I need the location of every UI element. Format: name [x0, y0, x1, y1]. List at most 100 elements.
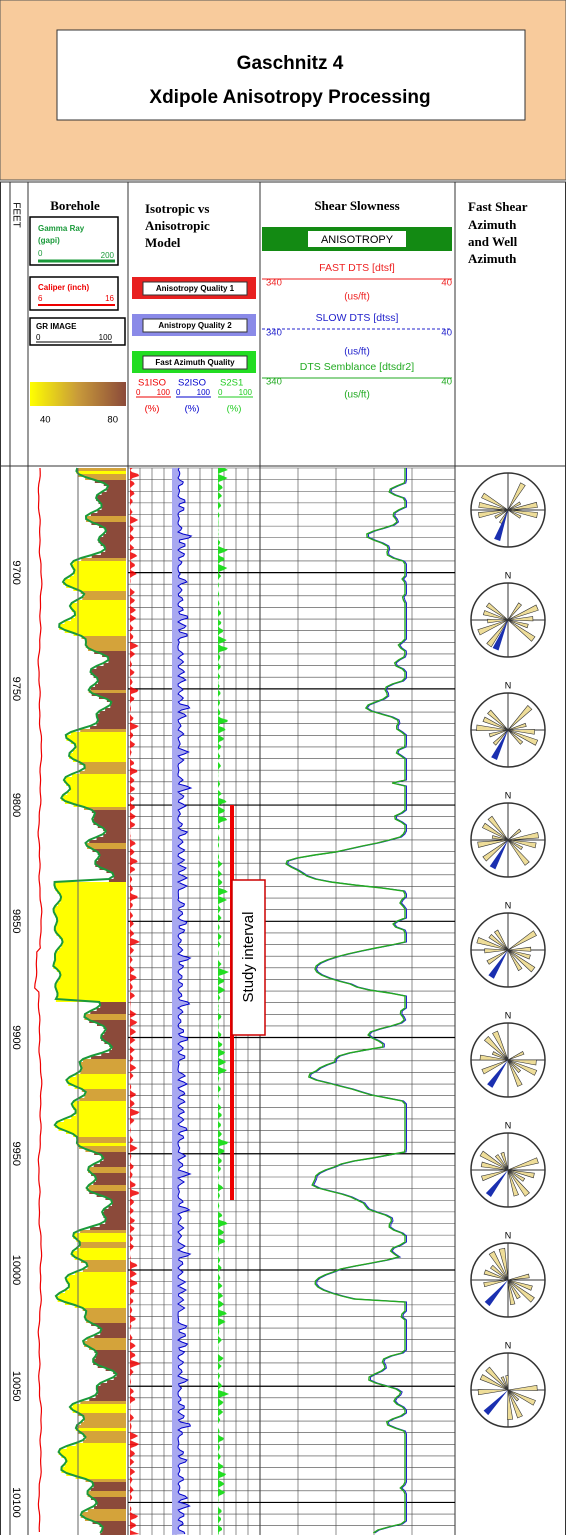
gr-fill — [108, 1206, 126, 1209]
gr-fill — [87, 1338, 126, 1341]
curve-name: S1ISO — [138, 378, 166, 389]
gr-fill — [91, 1497, 126, 1500]
scale-min: 0 — [36, 333, 41, 342]
gr-fill — [100, 537, 126, 540]
gr-fill — [66, 1461, 126, 1464]
scale-max: 16 — [105, 294, 114, 303]
gr-fill — [110, 705, 126, 708]
gr-fill — [81, 1422, 126, 1425]
gr-fill — [111, 1200, 126, 1203]
gr-fill — [81, 1260, 126, 1263]
gr-fill — [94, 816, 126, 819]
gr-fill — [92, 810, 126, 813]
gr-fill — [71, 732, 126, 735]
gr-fill — [102, 507, 126, 510]
gr-fill — [86, 1092, 126, 1095]
gr-fill — [59, 948, 126, 951]
depth-label: 9800 — [10, 793, 22, 817]
gr-fill — [61, 897, 126, 900]
gr-fill — [65, 1290, 126, 1293]
gr-fill — [72, 609, 126, 612]
gr-fill — [98, 540, 126, 543]
gr-fill — [54, 885, 126, 888]
gr-fill — [65, 579, 126, 582]
gr-fill — [72, 774, 126, 777]
gr-fill — [96, 1356, 126, 1359]
gr-fill — [99, 1002, 126, 1005]
gr-fill — [88, 1509, 126, 1512]
gr-fill — [66, 1278, 126, 1281]
gr-fill — [81, 558, 126, 561]
gr-fill — [97, 495, 126, 498]
curve-unit: (gapi) — [38, 236, 60, 245]
gr-fill — [100, 1161, 126, 1164]
gr-fill — [76, 1110, 126, 1113]
depth-label: 9950 — [10, 1142, 22, 1166]
gr-fill — [77, 600, 126, 603]
curve-name: Caliper (inch) — [38, 283, 89, 292]
gr-fill — [86, 642, 126, 645]
gr-fill — [85, 1317, 126, 1320]
gr-fill — [97, 837, 127, 840]
gr-fill — [56, 990, 126, 993]
gr-fill — [105, 528, 126, 531]
gr-fill — [103, 834, 126, 837]
north-label: N — [505, 1340, 512, 1350]
gr-fill — [57, 921, 126, 924]
track-title: Anisotropic — [145, 218, 210, 233]
scale-max: 100 — [239, 388, 253, 397]
gr-fill — [61, 1470, 126, 1473]
gr-fill — [103, 1527, 126, 1530]
gr-fill — [90, 726, 126, 729]
gr-fill — [60, 1449, 126, 1452]
gr-fill — [76, 1113, 126, 1116]
gr-fill — [73, 1236, 126, 1239]
depth-label: 9900 — [10, 1025, 22, 1049]
s3-fill — [218, 468, 229, 1535]
gr-fill — [102, 492, 126, 495]
curve-name: S2ISO — [178, 378, 206, 389]
gr-fill — [65, 1458, 126, 1461]
gr-fill — [59, 627, 126, 630]
gr-fill — [88, 1170, 126, 1173]
gr-fill — [105, 549, 126, 552]
gr-fill — [77, 468, 126, 471]
gr-fill — [73, 1251, 126, 1254]
gr-fill — [66, 585, 126, 588]
caliper-curve — [35, 468, 42, 1532]
gr-fill — [54, 912, 126, 915]
gr-fill — [91, 513, 126, 516]
gr-fill — [97, 1392, 126, 1395]
scale-max: 100 — [157, 388, 171, 397]
depth-label: 9850 — [10, 909, 22, 933]
gr-fill — [83, 1416, 126, 1419]
gr-fill — [74, 570, 126, 573]
gr-fill — [56, 951, 126, 954]
gr-fill — [84, 1095, 126, 1098]
gr-fill — [74, 1101, 126, 1104]
gr-fill — [66, 738, 126, 741]
gr-fill — [59, 1128, 126, 1131]
quality-label: Anisotropy Quality 1 — [156, 284, 235, 293]
gr-fill — [97, 1389, 126, 1392]
gr-fill — [63, 795, 126, 798]
gr-fill — [88, 1491, 126, 1494]
gr-fill — [103, 534, 126, 537]
gr-fill — [75, 612, 126, 615]
gr-fill — [92, 819, 126, 822]
gr-fill — [84, 1419, 126, 1422]
gr-fill — [62, 939, 126, 942]
gr-fill — [106, 831, 126, 834]
gr-fill — [60, 894, 126, 897]
gr-fill — [104, 546, 126, 549]
scale-max: 40 — [441, 377, 452, 388]
gr-fill — [55, 915, 126, 918]
gr-fill — [104, 1209, 126, 1212]
gr-fill — [71, 1254, 126, 1257]
gr-fill — [98, 501, 126, 504]
gr-fill — [101, 1035, 126, 1038]
gr-fill — [59, 978, 126, 981]
gr-fill — [88, 1494, 126, 1497]
gr-fill — [97, 510, 126, 513]
quality-label: Anistropy Quality 2 — [158, 321, 232, 330]
